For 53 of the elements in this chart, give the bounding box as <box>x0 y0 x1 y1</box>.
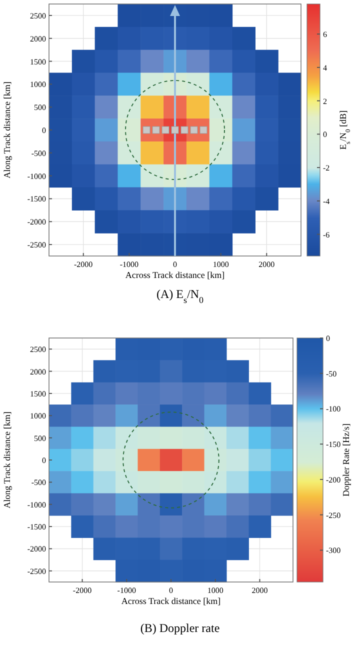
y-tick-label: -2500 <box>27 566 46 576</box>
x-tick-label: -2000 <box>72 586 92 595</box>
x-tick-label: 2000 <box>252 586 268 595</box>
color-bar-label: 0 <box>323 130 327 140</box>
x-tick-label: 0 <box>173 260 177 269</box>
y-tick-label: -500 <box>31 478 46 488</box>
color-bar-label: -200 <box>326 475 341 484</box>
y-tick-label: 1500 <box>30 389 46 398</box>
color-bar-label: -6 <box>323 230 330 240</box>
color-bar-label: 4 <box>323 63 327 72</box>
y-tick-label: -1000 <box>27 500 46 510</box>
y-tick-label: 1000 <box>30 412 46 421</box>
y-tick-label: 2000 <box>30 34 46 44</box>
text: (B) Doppler rate <box>140 621 220 635</box>
y-tick-label: -2000 <box>27 218 46 227</box>
y-tick-label: 0 <box>42 126 46 135</box>
color-bar-label: -2 <box>323 164 330 173</box>
color-bar-label: -100 <box>326 404 341 414</box>
color-bar-label: 0 <box>326 334 330 343</box>
y-axis-title: Along Track distance [km] <box>2 82 12 178</box>
y-tick-label: 500 <box>34 103 46 112</box>
y-tick-label: 500 <box>34 434 46 443</box>
y-tick-label: 1000 <box>30 80 46 90</box>
x-tick-label: 0 <box>169 586 173 595</box>
color-bar-label: -4 <box>323 196 330 206</box>
color-bar-label: 6 <box>323 30 327 40</box>
color-bar-label: -300 <box>326 546 341 556</box>
color-bar-label: -150 <box>326 440 341 450</box>
x-tick-label: 1000 <box>207 586 224 595</box>
color-bar-label: -50 <box>326 369 337 378</box>
y-tick-label: -1500 <box>27 522 46 532</box>
color-bar-label: -250 <box>326 510 341 520</box>
y-tick-label: 2000 <box>30 367 46 376</box>
y-tick-label: 1500 <box>30 57 46 66</box>
x-axis-title: Across Track distance [km] <box>121 596 221 606</box>
y-tick-label: 2500 <box>30 345 46 354</box>
y-tick-label: -2500 <box>27 240 46 250</box>
color-bar-title: Doppler Rate [Hz/s] <box>341 424 351 496</box>
y-tick-label: -2000 <box>27 544 46 554</box>
y-tick-label: -1000 <box>27 172 46 181</box>
y-tick-label: 2500 <box>30 11 46 20</box>
text: (A) E$_{s}$/N$_{0}$ <box>156 287 204 305</box>
x-tick-label: -1000 <box>117 586 136 595</box>
x-tick-label: 1000 <box>212 260 229 269</box>
y-tick-label: 0 <box>42 456 46 465</box>
x-tick-label: 2000 <box>258 260 275 269</box>
y-tick-label: -500 <box>31 148 46 158</box>
x-tick-label: -1000 <box>120 260 139 269</box>
color-bar-label: 2 <box>323 96 327 106</box>
x-axis-title: Across Track distance [km] <box>125 270 225 280</box>
y-axis-title: Along Track distance [km] <box>2 412 12 508</box>
y-tick-label: -1500 <box>27 194 46 204</box>
x-tick-label: -2000 <box>74 260 93 269</box>
